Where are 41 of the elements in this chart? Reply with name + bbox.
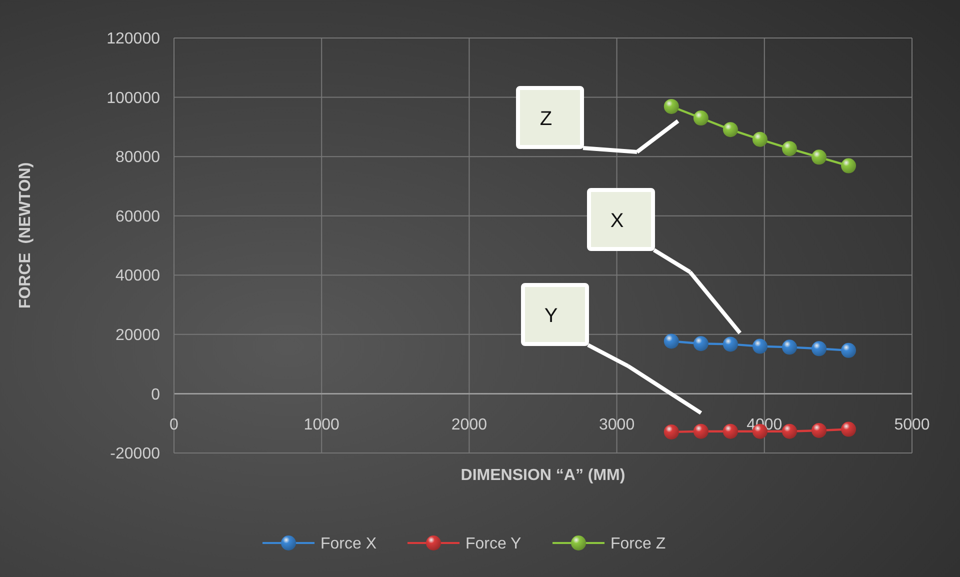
point	[752, 338, 768, 354]
y-tick-label: -20000	[110, 446, 160, 463]
point	[841, 158, 856, 174]
x-axis-title: DIMENSION “A” (MM)	[460, 467, 626, 484]
point	[722, 336, 738, 352]
y-tick-label: 120000	[106, 30, 160, 48]
point	[664, 334, 679, 349]
annotation: X	[610, 210, 624, 232]
point	[693, 424, 708, 439]
point	[812, 422, 827, 438]
point	[693, 336, 708, 352]
y-tick-label: 80000	[116, 149, 160, 166]
point	[664, 424, 679, 440]
point	[782, 340, 797, 355]
y-tick-label: 100000	[106, 90, 160, 107]
annotation: Z	[540, 108, 552, 130]
x-tick-label: 3000	[599, 416, 635, 434]
point	[752, 132, 768, 147]
x-tick-label: 2000	[451, 416, 488, 434]
point	[841, 422, 856, 437]
point	[722, 424, 738, 439]
legend-label: Force Y	[466, 536, 522, 553]
point	[664, 98, 679, 114]
point	[782, 141, 797, 156]
y-axis-title: FORCE (NEWTON)	[17, 162, 34, 309]
point	[812, 341, 827, 356]
y-tick-label: 20000	[116, 327, 160, 344]
x-tick-label: 0	[170, 416, 179, 434]
legend-label: Force Z	[610, 536, 666, 553]
point	[693, 110, 708, 126]
point	[722, 122, 738, 138]
y-tick-label: 40000	[116, 268, 160, 285]
point	[841, 342, 856, 358]
y-tick-label: 60000	[116, 208, 160, 226]
x-tick-label: 1000	[304, 416, 340, 434]
point	[782, 424, 797, 439]
y-tick-label: 0	[151, 386, 160, 404]
point	[812, 150, 827, 165]
legend-label: Force X	[320, 536, 377, 553]
x-tick-label: 5000	[894, 416, 930, 434]
annotation: Y	[544, 305, 558, 327]
